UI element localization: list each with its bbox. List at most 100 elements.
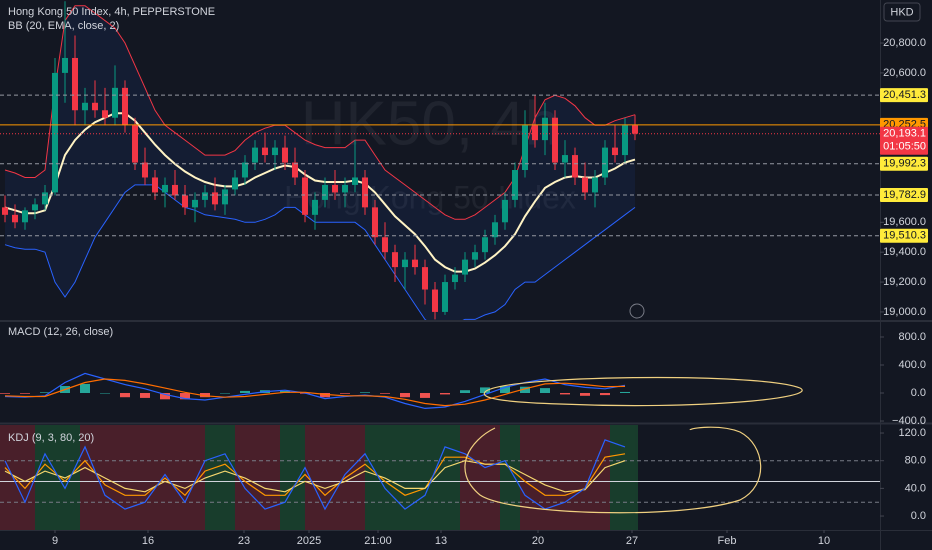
histogram-bar <box>220 393 230 394</box>
bb-basis <box>4 112 636 273</box>
kdj-line <box>4 460 626 493</box>
histogram-bar <box>20 393 30 394</box>
candle-body <box>552 117 558 163</box>
candle-body <box>322 184 328 200</box>
histogram-bar <box>180 393 190 400</box>
candle-body <box>212 192 218 205</box>
histogram-bar <box>400 393 410 398</box>
price-label: 20,193.1 <box>883 128 926 140</box>
candle-body <box>352 177 358 185</box>
x-tick-label: 23 <box>238 535 250 547</box>
y-tick-label: 20,600.0 <box>883 67 926 79</box>
chart-title: Hong Kong 50 Index, 4h, PEPPERSTONE <box>8 6 215 18</box>
y-tick-label: −400.0 <box>892 415 926 427</box>
y-tick-label: 19,000.0 <box>883 306 926 318</box>
candle-body <box>52 72 58 193</box>
price-label-bg <box>880 228 928 243</box>
histogram-bar <box>500 386 510 394</box>
bb-upper <box>4 5 636 220</box>
x-tick-label: 13 <box>435 535 447 547</box>
y-tick-label: 20,800.0 <box>883 37 926 49</box>
y-tick-label: 120.0 <box>898 427 926 439</box>
histogram-bar <box>80 383 90 394</box>
histogram-bar <box>520 386 530 394</box>
histogram-bar <box>320 393 330 398</box>
histogram-bar <box>440 393 450 395</box>
candle-body <box>132 125 138 163</box>
indicator-label: BB (20, EMA, close, 2) <box>8 20 119 32</box>
candle-body <box>392 252 398 268</box>
histogram-bar <box>40 392 50 394</box>
candle-body <box>202 192 208 200</box>
candle-body <box>222 189 228 205</box>
candle-body <box>302 177 308 215</box>
candle-body <box>272 147 278 156</box>
histogram-bar <box>120 393 130 398</box>
price-pane <box>4 5 636 320</box>
histogram-bar <box>420 393 430 398</box>
price-label-bg <box>880 88 928 103</box>
region <box>80 425 205 530</box>
candle-body <box>482 237 488 253</box>
candle-body <box>512 170 518 200</box>
candle-body <box>582 177 588 193</box>
candle-body <box>602 147 608 178</box>
candle-body <box>492 222 498 238</box>
y-tick-label: 400.0 <box>898 359 926 371</box>
candle-body <box>342 184 348 193</box>
x-tick-label: 2025 <box>297 535 321 547</box>
candle-body <box>542 117 548 141</box>
alert-icon <box>629 303 645 319</box>
x-tick-label: 10 <box>818 535 830 547</box>
histogram-bar <box>0 393 10 394</box>
candle-body <box>372 207 378 238</box>
bb-lower <box>4 184 636 320</box>
x-tick-label: 9 <box>52 535 58 547</box>
candle-body <box>412 259 418 268</box>
candle-body <box>162 184 168 193</box>
histogram-bar <box>100 393 110 394</box>
region <box>305 425 365 530</box>
candle-body <box>312 199 318 215</box>
histogram-bar <box>540 388 550 394</box>
candle-body <box>82 102 88 111</box>
candle-body <box>562 155 568 163</box>
currency[interactable]: HKD <box>890 6 913 18</box>
region <box>35 425 80 530</box>
candle-body <box>92 102 98 111</box>
price-label-bg <box>880 187 928 202</box>
kdj-pane <box>0 439 880 511</box>
candle-body <box>282 147 288 163</box>
histogram-bar <box>480 387 490 394</box>
candle-body <box>572 155 578 178</box>
region <box>205 425 235 530</box>
candle-body <box>242 162 248 178</box>
histogram-bar <box>140 393 150 398</box>
histogram-bar <box>620 391 630 394</box>
indicator-label: KDJ (9, 3, 80, 20) <box>8 432 94 444</box>
currency-box[interactable] <box>883 2 921 22</box>
candle-body <box>292 162 298 178</box>
macd-line <box>4 378 626 407</box>
region <box>500 425 520 530</box>
candle-body <box>142 162 148 178</box>
histogram-bar <box>460 390 470 394</box>
histogram-bar <box>580 393 590 396</box>
candle-body <box>12 214 18 223</box>
histogram-bar <box>560 393 570 395</box>
histogram-bar <box>380 393 390 394</box>
band-fill <box>5 5 635 320</box>
candle-body <box>262 147 268 156</box>
x-tick-label: Feb <box>718 535 737 547</box>
candle-body <box>122 87 128 126</box>
region <box>280 425 305 530</box>
price-label: 19,510.3 <box>883 230 926 242</box>
candle-body <box>232 177 238 190</box>
x-tick-label: 21:00 <box>364 535 392 547</box>
candle-body <box>462 259 468 275</box>
price-label: 19,782.9 <box>883 189 926 201</box>
y-tick-label: 80.0 <box>905 455 926 467</box>
x-tick-label: 27 <box>626 535 638 547</box>
candle-body <box>252 147 258 163</box>
